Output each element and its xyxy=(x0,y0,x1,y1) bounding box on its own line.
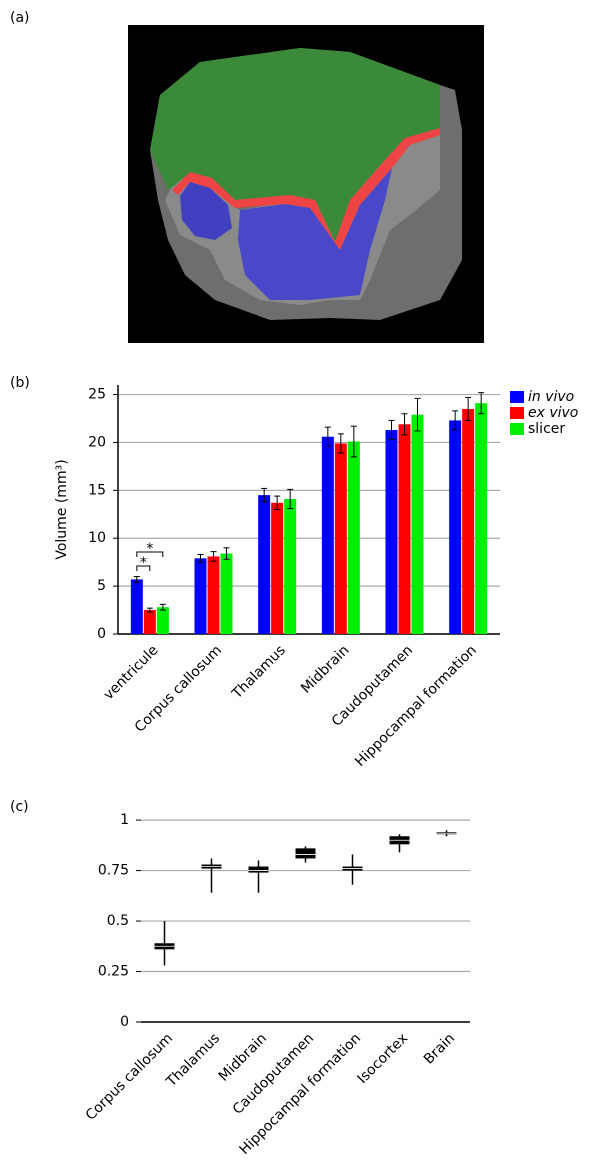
panel-label: (c) xyxy=(10,799,29,815)
y-axis-label: Volume (mm³) xyxy=(54,459,70,559)
y-tick-label: 25 xyxy=(88,387,106,403)
box xyxy=(249,867,269,873)
bar xyxy=(258,495,270,634)
panel-label: (b) xyxy=(10,375,30,391)
figure: (a) (b)0510152025Volume (mm³)ventriculeC… xyxy=(0,0,596,1174)
x-tick-label: Caudoputamen xyxy=(230,1030,317,1117)
y-tick-label: 0.25 xyxy=(98,964,129,980)
y-tick-label: 0 xyxy=(120,1014,129,1030)
legend-swatch xyxy=(510,423,524,435)
bar xyxy=(131,579,143,634)
bar xyxy=(208,556,220,634)
y-tick-label: 0 xyxy=(97,626,106,642)
bar xyxy=(386,430,398,634)
legend-label: ex vivo xyxy=(528,405,578,421)
bar xyxy=(271,503,283,634)
bar xyxy=(322,437,334,634)
legend-swatch xyxy=(510,391,524,403)
y-tick-label: 10 xyxy=(88,530,106,546)
x-tick-label: Midbrain xyxy=(298,642,352,696)
box xyxy=(296,848,316,858)
bar xyxy=(284,499,296,634)
y-tick-label: 1 xyxy=(120,812,129,828)
x-tick-label: ventricule xyxy=(101,642,162,703)
bar xyxy=(221,554,233,634)
bar xyxy=(412,415,424,634)
bar xyxy=(348,442,360,634)
y-tick-label: 15 xyxy=(88,482,106,498)
y-tick-label: 0.5 xyxy=(107,913,129,929)
x-tick-label: Corpus callosum xyxy=(83,1030,176,1123)
panel-label: (a) xyxy=(10,10,30,26)
y-tick-label: 0.75 xyxy=(98,863,129,879)
brain-render xyxy=(128,25,484,343)
bar xyxy=(157,607,169,634)
legend-label: slicer xyxy=(528,421,565,437)
y-tick-label: 5 xyxy=(97,578,106,594)
bar xyxy=(399,424,411,634)
bar xyxy=(335,443,347,634)
legend-label: in vivo xyxy=(528,389,574,405)
y-tick-label: 20 xyxy=(88,434,106,450)
bar xyxy=(462,409,474,634)
x-tick-label: Brain xyxy=(421,1030,458,1067)
x-tick-label: Thalamus xyxy=(229,642,289,702)
legend-swatch xyxy=(510,407,524,419)
bar xyxy=(195,558,207,634)
significance-label: * xyxy=(140,555,147,571)
bar xyxy=(475,403,487,634)
significance-label: * xyxy=(146,541,153,557)
bar xyxy=(144,610,156,634)
x-tick-label: Hippocampal formation xyxy=(352,642,480,770)
bar xyxy=(449,420,461,634)
x-tick-label: Isocortex xyxy=(354,1030,411,1087)
